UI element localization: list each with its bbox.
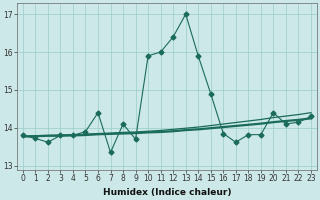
X-axis label: Humidex (Indice chaleur): Humidex (Indice chaleur) xyxy=(103,188,231,197)
